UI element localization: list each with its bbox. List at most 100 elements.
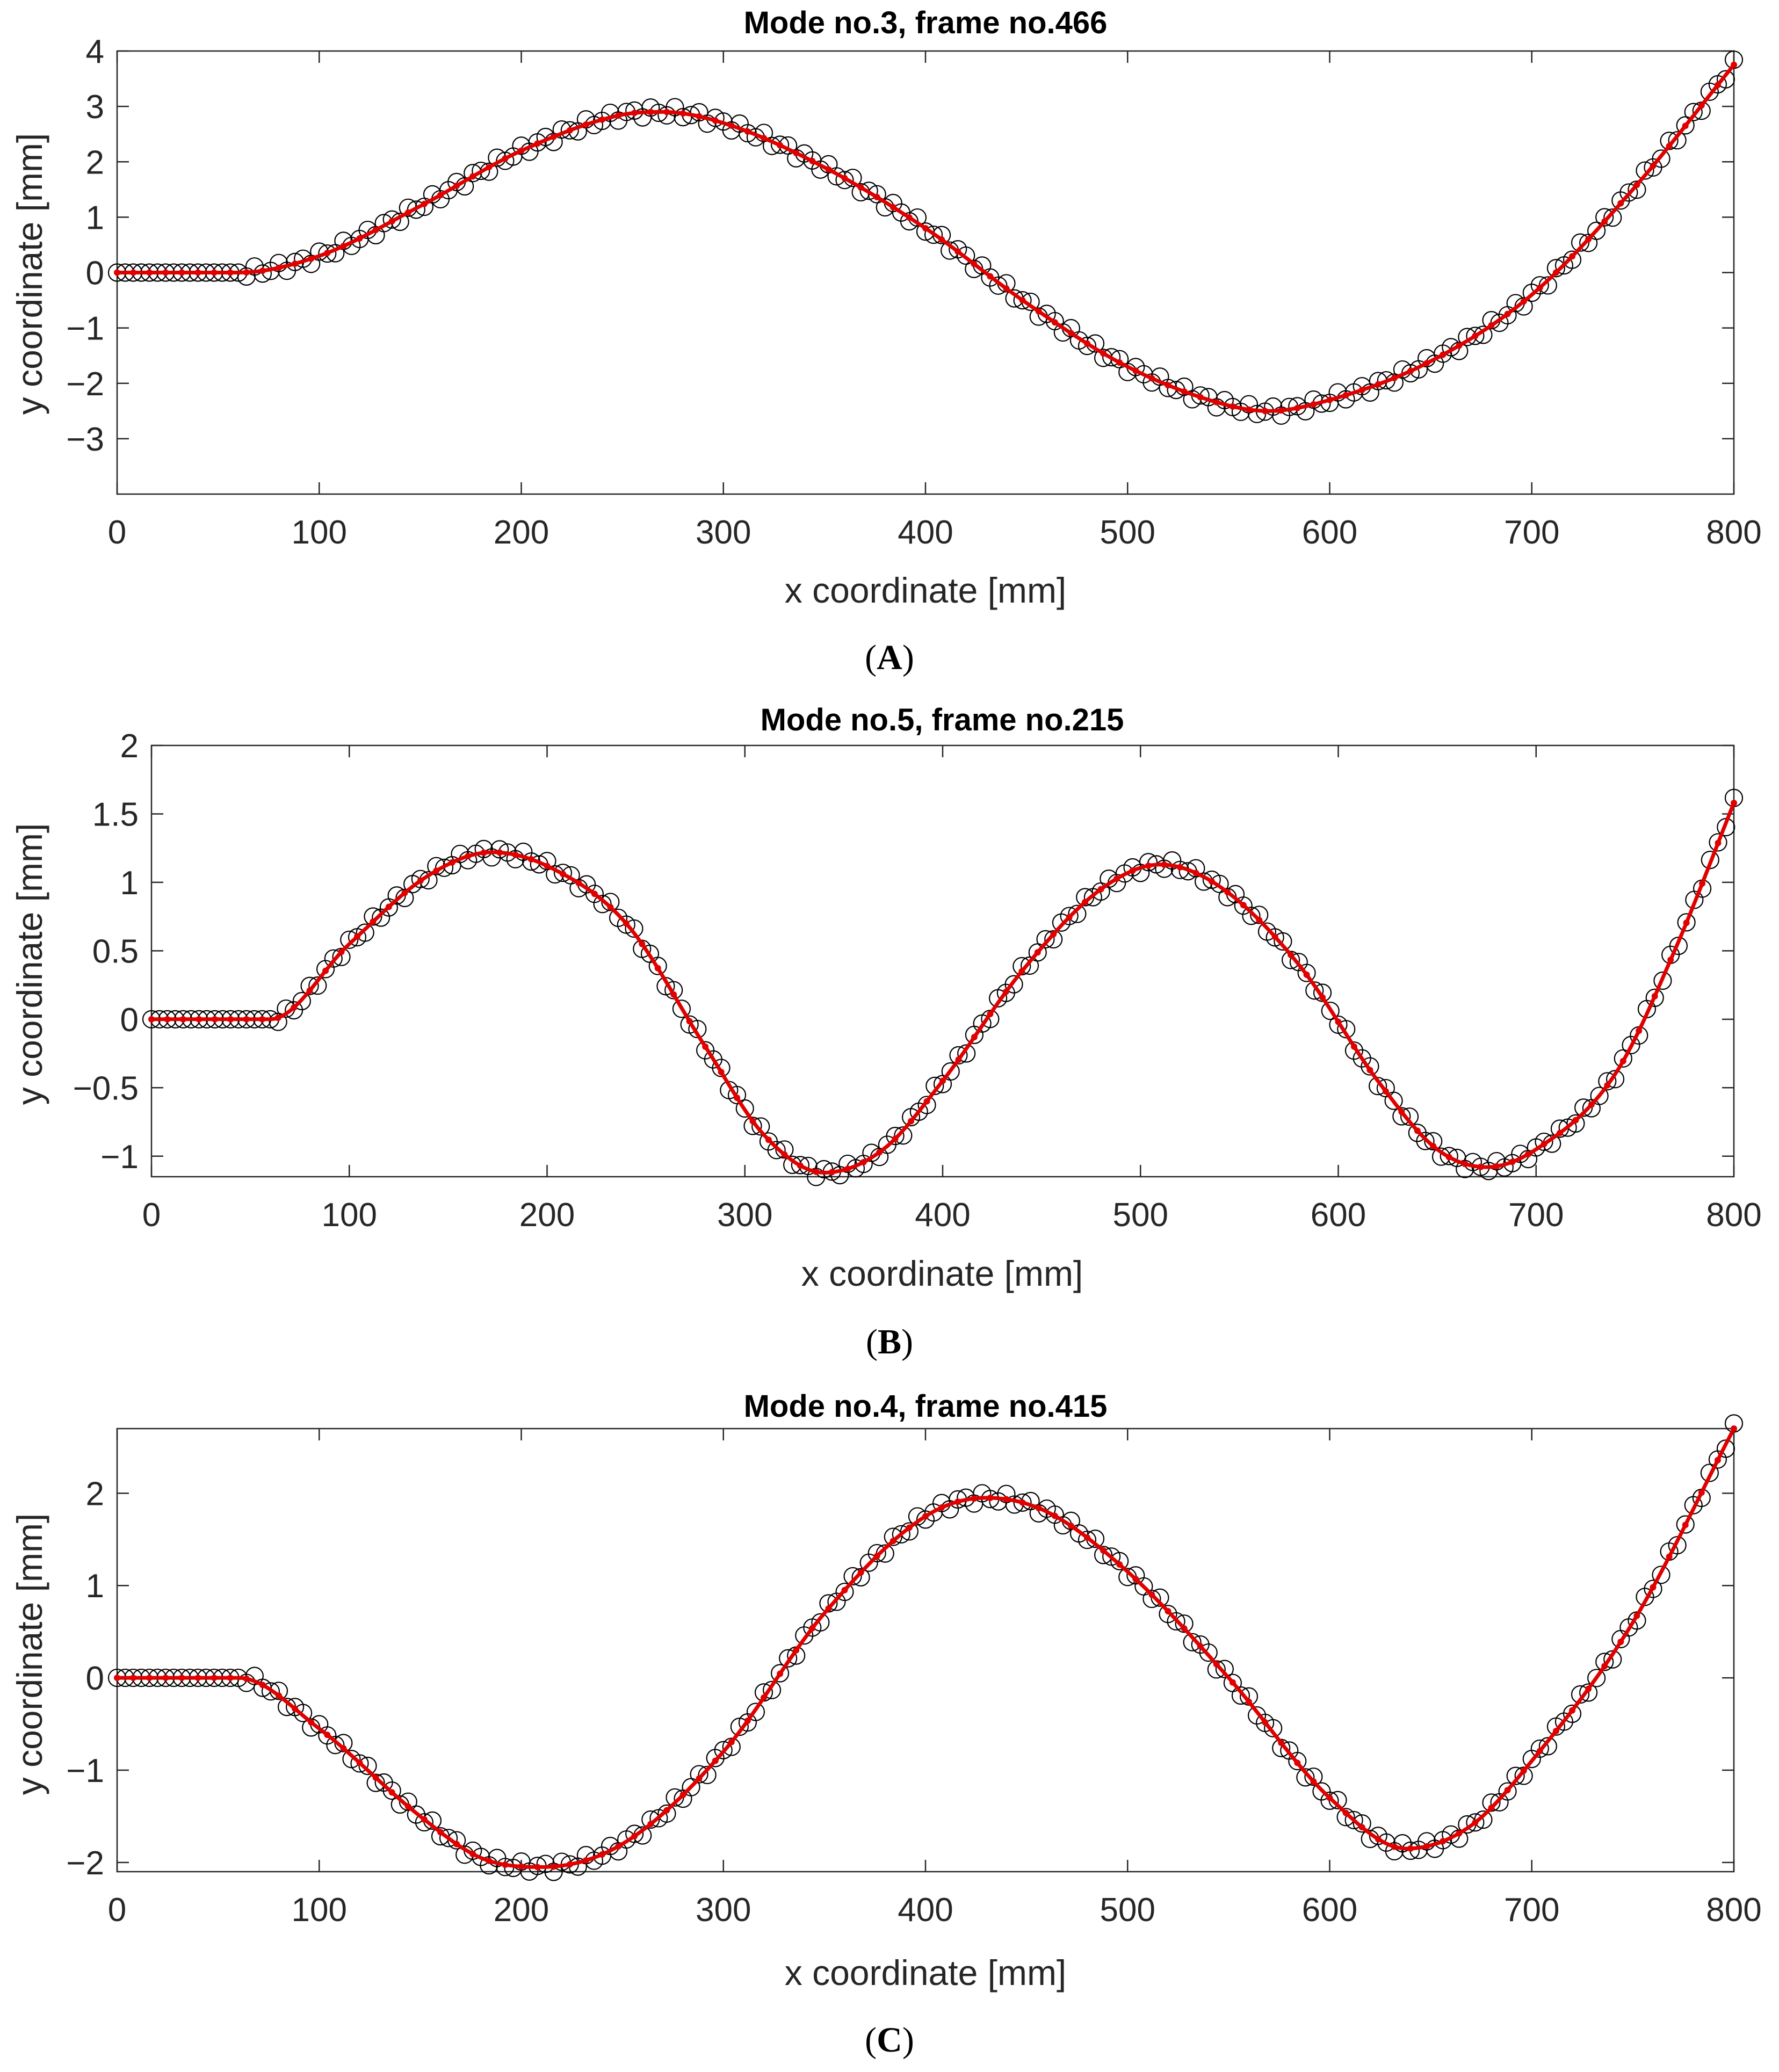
data-point-circle	[294, 1704, 313, 1722]
fit-marker	[1213, 1661, 1220, 1668]
data-point-circle	[1139, 853, 1158, 872]
fit-marker	[437, 1829, 444, 1836]
fit-marker	[1084, 1534, 1090, 1541]
fit-marker	[114, 269, 120, 276]
fit-marker	[292, 1705, 299, 1712]
fit-marker	[1358, 387, 1365, 394]
fit-marker	[1423, 1843, 1430, 1850]
fit-marker	[761, 1694, 767, 1701]
data-point-circle	[1514, 1766, 1533, 1785]
y-tick-label: 1	[120, 865, 139, 902]
data-point-circle	[285, 1001, 303, 1020]
fit-marker	[1617, 200, 1624, 207]
data-point-circle	[324, 949, 343, 968]
data-point-circle	[1321, 1002, 1340, 1020]
x-tick-label: 500	[1113, 1197, 1168, 1234]
fit-marker	[1604, 1082, 1611, 1089]
series-fit-markers	[148, 800, 1737, 1176]
fit-marker	[954, 248, 961, 255]
data-point-circle	[364, 907, 382, 926]
fit-marker	[631, 110, 638, 117]
fit-marker	[1240, 902, 1247, 909]
panel-caption-letter: C	[877, 2020, 902, 2060]
y-tick-label: 2	[86, 144, 104, 181]
fit-marker	[1132, 1576, 1139, 1583]
fit-marker	[781, 1151, 788, 1158]
fit-marker	[146, 269, 153, 276]
x-tick-label: 700	[1504, 1892, 1559, 1929]
axes-box	[150, 744, 1735, 1178]
fit-marker	[1375, 381, 1382, 388]
fit-marker	[486, 1857, 493, 1864]
panel-caption-letter: A	[877, 638, 902, 677]
fit-marker	[1440, 1838, 1447, 1845]
data-point-circle	[1677, 913, 1696, 932]
fit-marker	[1366, 1067, 1373, 1074]
data-point-circle	[1716, 1439, 1735, 1458]
data-point-circle	[867, 1544, 886, 1563]
fit-marker	[582, 1857, 589, 1864]
fit-marker	[324, 1732, 331, 1738]
data-point-circle	[791, 1156, 809, 1175]
fit-marker	[1197, 1643, 1204, 1650]
fit-marker	[1536, 1748, 1543, 1755]
data-point-circle	[900, 1522, 919, 1541]
fit-marker	[211, 269, 218, 276]
x-tick-label: 600	[1311, 1197, 1366, 1234]
fit-marker	[1018, 968, 1025, 975]
fit-marker	[1456, 1830, 1463, 1837]
data-point-circle	[672, 999, 691, 1018]
fit-marker	[1161, 861, 1168, 868]
fit-marker	[130, 269, 137, 276]
data-point-circle	[382, 1781, 401, 1800]
fit-marker	[876, 1149, 883, 1156]
fit-marker	[744, 1717, 751, 1724]
fit-marker	[1019, 297, 1026, 304]
x-tick-label: 100	[292, 1892, 347, 1929]
fit-marker	[1541, 1141, 1547, 1148]
data-point-circle	[819, 1594, 838, 1613]
x-tick-label: 300	[696, 514, 751, 551]
fit-marker	[1192, 870, 1199, 876]
fit-marker	[196, 1016, 203, 1023]
data-point-circle	[490, 840, 509, 859]
fit-marker	[591, 890, 598, 897]
data-point-circle	[1264, 1719, 1283, 1737]
fit-marker	[615, 112, 622, 119]
y-tick-label: −1	[66, 310, 104, 347]
fit-marker	[1181, 388, 1188, 395]
x-tick-label: 800	[1706, 514, 1761, 551]
data-point-circle	[641, 1810, 660, 1829]
data-point-circle	[1013, 957, 1031, 976]
data-point-circle	[560, 121, 579, 140]
data-point-circle	[1595, 208, 1614, 227]
data-point-circle	[1272, 1738, 1291, 1757]
fit-marker	[1019, 1499, 1026, 1506]
data-point-circle	[625, 919, 643, 938]
y-tick-label: −2	[66, 1845, 104, 1882]
x-tick-label: 700	[1504, 514, 1559, 551]
data-point-circle	[894, 1126, 913, 1145]
fit-marker	[908, 1118, 915, 1125]
data-point-circle	[1636, 161, 1654, 180]
fit-marker	[1682, 1522, 1689, 1528]
data-point-circle	[770, 135, 790, 154]
x-tick-label: 400	[898, 1892, 953, 1929]
data-point-circle	[1530, 276, 1549, 295]
fit-marker	[276, 264, 282, 271]
data-point-circle	[835, 171, 854, 190]
fit-marker	[1375, 1836, 1382, 1843]
fit-marker	[421, 1816, 428, 1823]
fit-marker	[502, 155, 509, 162]
fit-marker	[1493, 1163, 1500, 1170]
data-point-circle	[1724, 50, 1744, 69]
fit-marker	[1342, 392, 1349, 399]
data-point-circle	[1416, 1132, 1435, 1150]
data-point-circle	[1361, 1057, 1379, 1076]
data-point-circle	[1175, 1614, 1194, 1633]
fit-marker	[1067, 330, 1074, 337]
fit-marker	[1288, 952, 1295, 959]
data-point-circle	[1013, 1493, 1032, 1512]
fit-marker	[259, 267, 266, 274]
data-point-circle	[1700, 1464, 1719, 1482]
